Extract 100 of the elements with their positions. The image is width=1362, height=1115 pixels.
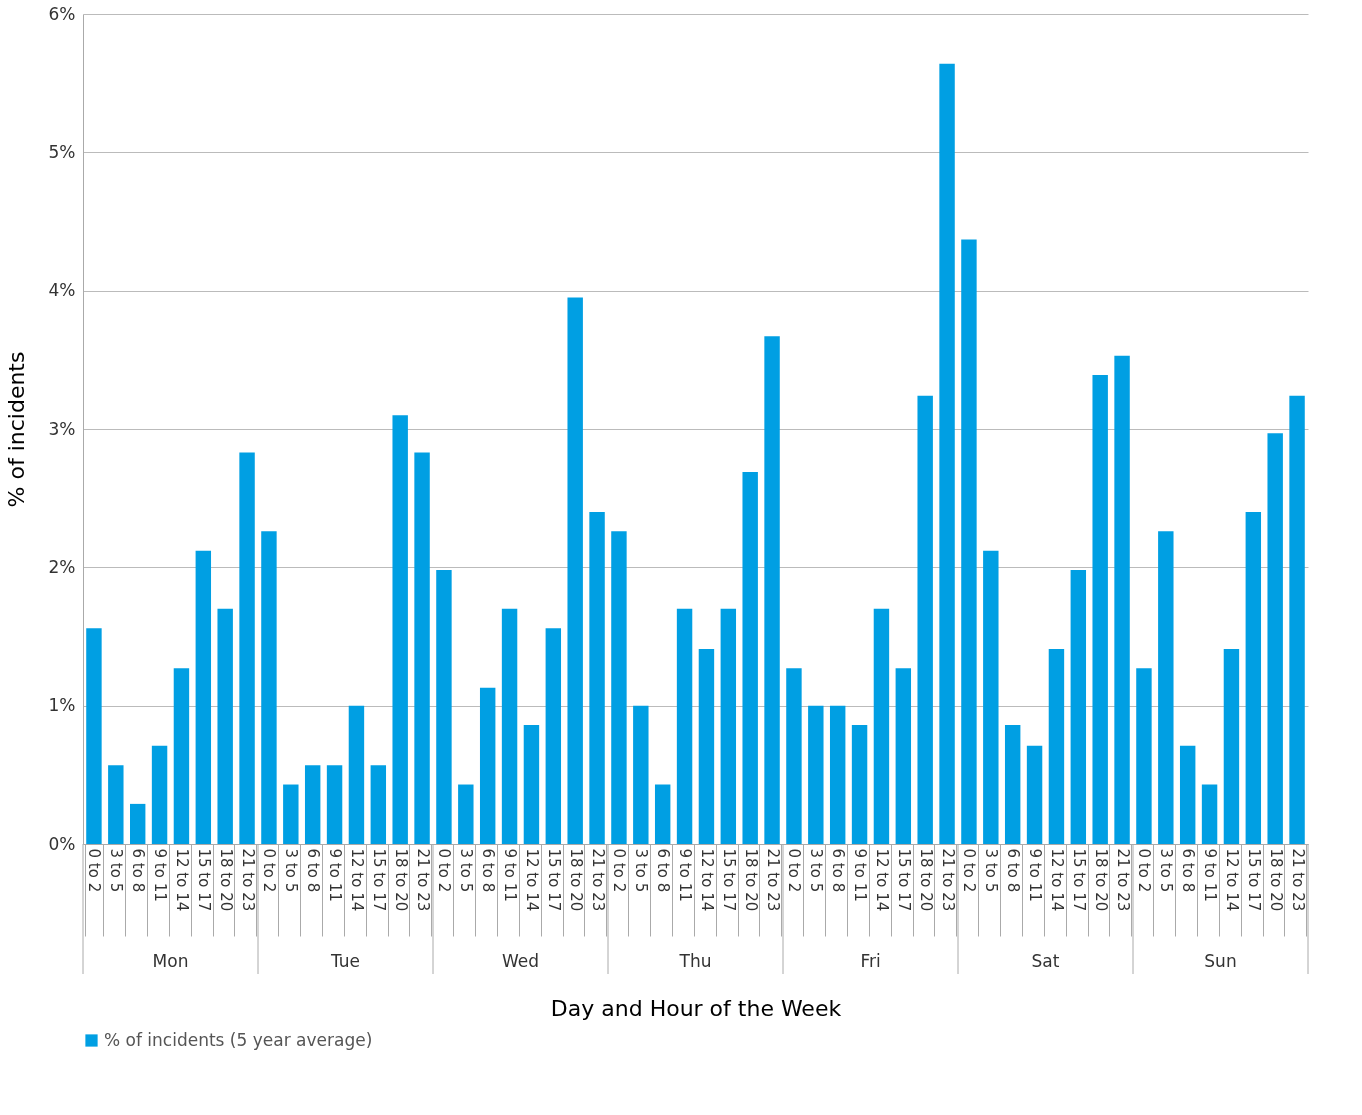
text: Sun xyxy=(1204,951,1237,971)
bar xyxy=(873,608,890,844)
x-tick-label: 9 to 11 xyxy=(676,848,695,902)
x-tick-label: 21 to 23 xyxy=(763,848,782,912)
x-tick-label: 21 to 23 xyxy=(413,848,432,912)
bar xyxy=(173,668,190,844)
x-tick-label: 12 to 14 xyxy=(1047,848,1066,912)
x-tick-label: 0 to 2 xyxy=(85,848,104,893)
x-tick-label: 6 to 8 xyxy=(479,848,498,893)
x-tick-label: 6 to 8 xyxy=(1004,848,1023,893)
x-tick-label: 0 to 2 xyxy=(260,848,279,893)
x-tick-label: 0 to 2 xyxy=(1135,848,1154,893)
bar xyxy=(742,471,758,844)
bar xyxy=(458,784,474,844)
bar xyxy=(1267,433,1283,844)
text: Thu xyxy=(678,951,712,971)
bar xyxy=(283,784,299,844)
bar xyxy=(611,531,627,844)
x-tick-label: 18 to 20 xyxy=(916,848,935,912)
bar xyxy=(195,550,212,844)
bar xyxy=(108,765,124,844)
bar xyxy=(961,239,977,844)
bar xyxy=(1048,648,1065,844)
bar xyxy=(261,531,277,844)
x-tick-label: 0 to 2 xyxy=(610,848,629,893)
x-tick-label: 0 to 2 xyxy=(785,848,804,893)
bar xyxy=(1026,745,1043,844)
x-tick-label: 21 to 23 xyxy=(238,848,257,912)
bar xyxy=(720,608,737,844)
y-tick-label: 5% xyxy=(48,141,76,162)
bar xyxy=(851,725,868,844)
bar xyxy=(983,550,999,844)
bar xyxy=(1245,512,1262,844)
bar xyxy=(1289,395,1305,844)
bar xyxy=(567,297,583,844)
x-tick-label: 21 to 23 xyxy=(1288,848,1307,912)
bar xyxy=(370,765,387,844)
bar xyxy=(348,705,365,844)
bar xyxy=(479,687,496,844)
bar xyxy=(1158,531,1174,844)
x-tick-label: 21 to 23 xyxy=(1113,848,1132,912)
text: Fri xyxy=(860,951,881,971)
bar xyxy=(589,512,605,844)
x-tick-label: 9 to 11 xyxy=(326,848,345,902)
bar xyxy=(917,395,933,844)
bar xyxy=(676,608,693,844)
x-tick-label: 12 to 14 xyxy=(697,848,716,912)
x-tick-label: 12 to 14 xyxy=(172,848,191,912)
bar xyxy=(654,784,671,844)
x-tick-label: 15 to 17 xyxy=(544,848,563,912)
x-tick-label: 0 to 2 xyxy=(435,848,454,893)
x-axis-title: Day and Hour of the Week xyxy=(550,996,842,1021)
x-tick-label: 15 to 17 xyxy=(1069,848,1088,912)
bar xyxy=(1136,668,1152,844)
x-tick-label: 12 to 14 xyxy=(1222,848,1241,912)
bar xyxy=(1092,375,1108,844)
x-tick-label: 3 to 5 xyxy=(282,848,301,893)
x-tick-label: 6 to 8 xyxy=(829,848,848,893)
x-tick-label: 18 to 20 xyxy=(1266,848,1285,912)
y-tick-label: 6% xyxy=(48,3,76,24)
x-tick-label: 6 to 8 xyxy=(129,848,148,893)
legend-label: % of incidents (5 year average) xyxy=(104,1029,373,1050)
x-tick-label: 6 to 8 xyxy=(1179,848,1198,893)
bar xyxy=(764,336,780,844)
x-tick-label: 6 to 8 xyxy=(304,848,323,893)
bar xyxy=(545,628,562,844)
bar xyxy=(436,570,452,844)
bar xyxy=(786,668,802,844)
x-tick-label: 3 to 5 xyxy=(632,848,651,893)
bar xyxy=(1070,570,1087,844)
bar xyxy=(829,705,846,844)
bar xyxy=(86,628,102,844)
text: Tue xyxy=(329,951,361,971)
bar xyxy=(895,668,912,844)
bar xyxy=(1004,725,1021,844)
x-tick-label: 3 to 5 xyxy=(1157,848,1176,893)
x-tick-label: 9 to 11 xyxy=(151,848,170,902)
x-tick-label: 18 to 20 xyxy=(566,848,585,912)
x-tick-label: 9 to 11 xyxy=(1201,848,1220,902)
bar xyxy=(501,608,518,844)
x-tick-label: 18 to 20 xyxy=(216,848,235,912)
x-tick-label: 15 to 17 xyxy=(719,848,738,912)
text: Mon xyxy=(152,951,189,971)
x-tick-label: 0 to 2 xyxy=(960,848,979,893)
bar xyxy=(1223,648,1240,844)
bar xyxy=(239,452,255,844)
x-tick-label: 3 to 5 xyxy=(107,848,126,893)
bar xyxy=(808,705,824,844)
x-tick-label: 15 to 17 xyxy=(1244,848,1263,912)
x-tick-label: 12 to 14 xyxy=(872,848,891,912)
y-tick-label: 0% xyxy=(48,833,76,854)
bar xyxy=(523,725,540,844)
bar xyxy=(939,63,955,844)
y-tick-label: 4% xyxy=(48,280,76,301)
x-tick-label: 3 to 5 xyxy=(807,848,826,893)
x-tick-label: 12 to 14 xyxy=(347,848,366,912)
x-tick-label: 15 to 17 xyxy=(369,848,388,912)
x-tick-label: 18 to 20 xyxy=(391,848,410,912)
bar xyxy=(1179,745,1196,844)
bar xyxy=(129,803,146,844)
